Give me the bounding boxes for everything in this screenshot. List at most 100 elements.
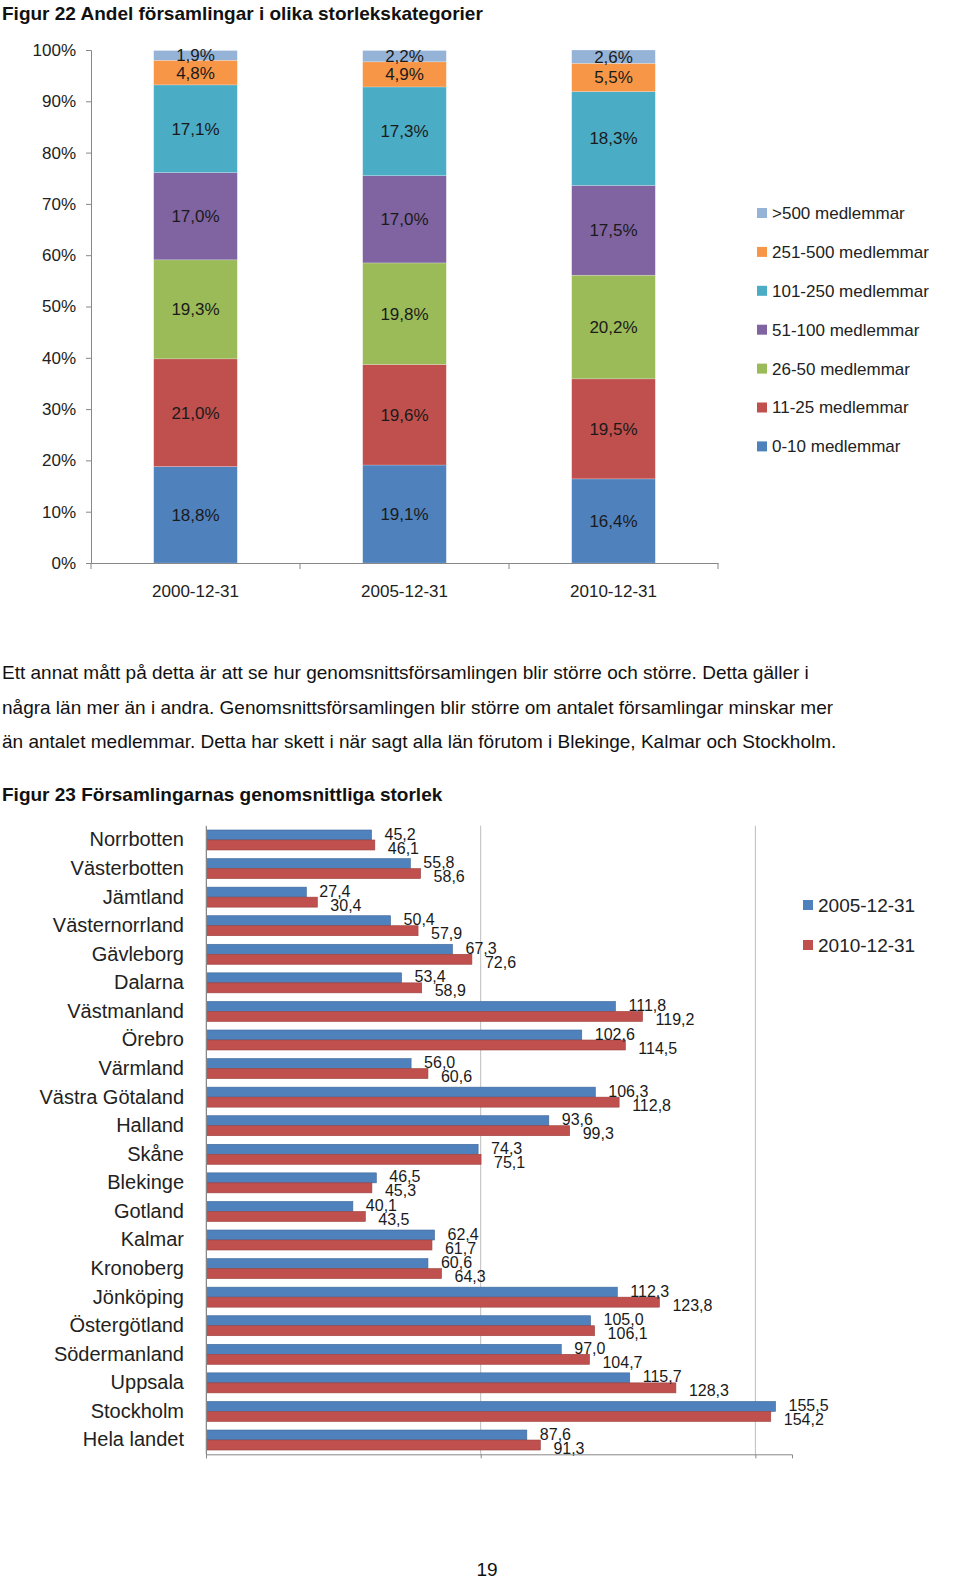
data-label: 17,5% (589, 221, 637, 240)
bar (206, 1069, 428, 1079)
chart-title: Figur 22 Andel församlingar i olika stor… (2, 3, 483, 24)
tick-label: Gävleborg (92, 943, 184, 965)
tick: 70% (42, 195, 91, 214)
data-label: 104,7 (602, 1354, 642, 1371)
tick-label: 100% (33, 41, 76, 60)
tick-mark (86, 153, 91, 154)
tick: Södermanland (54, 1343, 184, 1365)
tick-mark (86, 409, 91, 410)
bar (206, 1126, 570, 1136)
data-label: 17,1% (171, 120, 219, 139)
category-separators (91, 563, 718, 569)
data-label: 75,1 (494, 1154, 525, 1171)
bar (206, 1401, 776, 1411)
tick-label: Västmanland (67, 1000, 184, 1022)
data-label: 154,2 (784, 1411, 824, 1428)
data-label: 21,0% (171, 404, 219, 423)
data-label: 2,2% (385, 47, 424, 66)
tick-mark (86, 460, 91, 461)
tick-mark (755, 1454, 756, 1458)
tick: 40% (42, 349, 91, 368)
bar (206, 916, 391, 926)
data-label: 17,0% (380, 210, 428, 229)
bar (206, 944, 452, 954)
tick-label: 10% (42, 503, 76, 522)
tick-label: Uppsala (111, 1371, 185, 1393)
tick-label: Värmland (98, 1057, 184, 1079)
bar-segment (363, 176, 447, 263)
grid-line (755, 826, 756, 1455)
data-label: 99,3 (583, 1125, 614, 1142)
tick: Skåne (127, 1143, 184, 1165)
data-label: 19,3% (171, 300, 219, 319)
bar (206, 983, 422, 993)
legend-swatch (757, 325, 767, 335)
paragraph-line: än antalet medlemmar. Detta har skett i … (2, 731, 836, 752)
data-label: 97,0 (574, 1340, 605, 1357)
data-label: 106,1 (608, 1325, 648, 1342)
axis-line (207, 1455, 793, 1459)
tick-label: Kalmar (121, 1228, 185, 1250)
tick: Västerbotten (71, 857, 184, 879)
legend-swatch (757, 441, 767, 451)
data-label: 43,5 (378, 1211, 409, 1228)
tick: Jämtland (103, 886, 184, 908)
tick-label: Kronoberg (91, 1257, 184, 1279)
bar-segment (154, 85, 238, 173)
tick: Hela landet (83, 1428, 185, 1450)
bar (206, 1011, 643, 1021)
tick-label: Södermanland (54, 1343, 184, 1365)
data-label: 17,3% (380, 122, 428, 141)
bar (206, 1373, 630, 1383)
tick (481, 1454, 482, 1458)
tick-label: Östergötland (69, 1314, 184, 1336)
tick-label: Halland (116, 1114, 184, 1136)
bar (206, 1154, 481, 1164)
data-label: 19,8% (380, 305, 428, 324)
data-label: 114,5 (638, 1040, 677, 1057)
tick: Västra Götaland (39, 1086, 184, 1108)
legend-swatch (757, 247, 767, 257)
bar (206, 1230, 435, 1240)
bar (206, 1116, 549, 1126)
tick: Blekinge (107, 1171, 184, 1193)
bars (154, 50, 656, 563)
bar (206, 1211, 365, 1221)
tick: 30% (42, 400, 91, 419)
tick: Kronoberg (91, 1257, 184, 1279)
legend-swatch (757, 208, 767, 218)
separator (509, 563, 510, 569)
legend-label: 101-250 medlemmar (772, 282, 929, 301)
tick-label: 20% (42, 451, 76, 470)
tick: Västmanland (67, 1000, 184, 1022)
page: Figur 22 Andel församlingar i olika stor… (0, 0, 960, 1581)
tick: Gävleborg (92, 943, 184, 965)
grid-line (206, 826, 207, 1455)
paragraph-line: Ett annat mått på detta är att se hur ge… (2, 662, 809, 683)
bar (206, 840, 375, 850)
legend-swatch (803, 900, 813, 910)
bars (206, 830, 776, 1450)
bar (206, 859, 410, 869)
tick-label: 70% (42, 195, 76, 214)
tick-mark (481, 1454, 482, 1458)
bar-segment (572, 185, 656, 275)
bar-segment (572, 63, 656, 91)
tick: 90% (42, 92, 91, 111)
tick-label: Skåne (127, 1143, 184, 1165)
data-label: 17,0% (171, 207, 219, 226)
tick-mark (86, 101, 91, 102)
grid (206, 826, 755, 1455)
tick-label: Västerbotten (71, 857, 184, 879)
bar (206, 1059, 411, 1069)
bar (206, 1001, 615, 1011)
bar (206, 887, 306, 897)
tick-label: Stockholm (91, 1400, 184, 1422)
tick-label: Gotland (114, 1200, 184, 1222)
tick: 20% (42, 451, 91, 470)
tick-label: Dalarna (114, 971, 185, 993)
tick-label: Jönköping (93, 1286, 184, 1308)
tick: Dalarna (114, 971, 185, 993)
data-label: 123,8 (672, 1297, 712, 1314)
tick: 60% (42, 246, 91, 265)
